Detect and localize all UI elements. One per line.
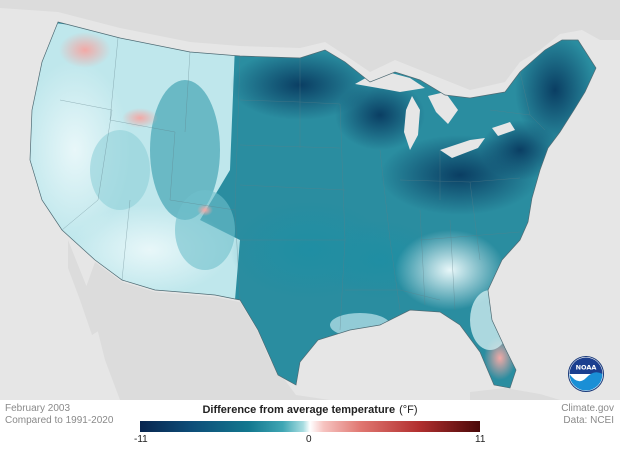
mexico-land: [85, 262, 330, 400]
cuba-land: [470, 388, 560, 400]
baja-peninsula: [68, 240, 100, 335]
legend-mid-label: 0: [306, 434, 312, 445]
legend-title-text: Difference from average temperature: [202, 404, 396, 416]
canada-land: [0, 0, 620, 90]
noaa-logo-icon: NOAA: [568, 356, 604, 392]
great-lakes: [355, 70, 515, 158]
anomaly-map: [0, 0, 620, 400]
legend-color-bar: [140, 421, 480, 432]
source-label: Data: NCEI: [563, 415, 614, 426]
legend-max-label: 11: [475, 434, 486, 445]
period-label: February 2003: [5, 403, 71, 414]
credit-label: Climate.gov: [561, 403, 614, 414]
noaa-logo-text: NOAA: [576, 364, 597, 372]
legend-title: Difference from average temperature (°F): [140, 404, 480, 416]
legend-unit: (°F): [399, 404, 418, 416]
us-map-svg: [0, 0, 620, 400]
baseline-label: Compared to 1991-2020: [5, 415, 114, 426]
state-borders: [59, 37, 546, 331]
legend-min-label: -11: [134, 434, 148, 445]
